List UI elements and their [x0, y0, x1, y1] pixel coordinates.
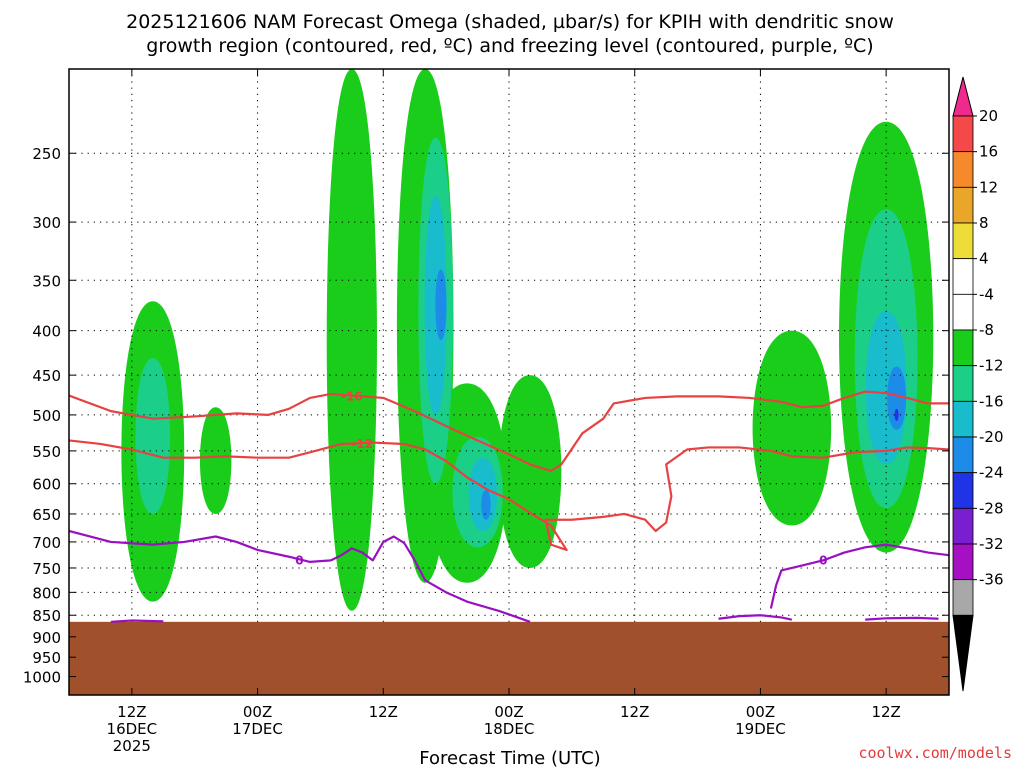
y-tick-label-950: 950: [32, 649, 61, 667]
omega-region-17: [887, 366, 907, 430]
terrain-layer: [69, 621, 949, 695]
dendritic-contour-1: [69, 439, 949, 552]
freezing-level-contour-1-label: 0: [819, 553, 827, 567]
freezing-level-contour-0: [69, 529, 531, 623]
y-tick-label-700: 700: [32, 534, 61, 552]
y-tick-label-900: 900: [32, 629, 61, 647]
y-tick-label-450: 450: [32, 367, 61, 385]
colorbar: 20 16 12 8 4 -4 -8 -12 -16 -20 -24 -28 -32 -36: [952, 76, 1004, 692]
credit-text: coolwx.com/models: [858, 744, 1012, 762]
omega-region-1: [199, 407, 232, 514]
colorbar-segment-12: [952, 507, 974, 545]
freezing-level-contour-3: [718, 614, 793, 621]
omega-region-6: [752, 330, 832, 526]
colorbar-label-8: -16: [979, 392, 1004, 410]
grid-lines: [69, 69, 949, 695]
x-tick-label-24-0: 00Z: [243, 703, 272, 721]
colorbar-label-10: -24: [979, 464, 1004, 482]
freezing-level-contour-0-label: 0: [295, 553, 303, 567]
colorbar-segment-9: [952, 400, 974, 438]
freezing-level-contour-2: [110, 619, 164, 623]
x-tick-label-60-0: 12Z: [620, 703, 649, 721]
x-tick-label-12-0: 12Z: [117, 703, 146, 721]
colorbar-segment-11: [952, 472, 974, 509]
colorbar-segment-4: [952, 222, 974, 260]
y-axis: 250 300 350 400 450 500 550 600 650 700 750 800 850 9…: [23, 145, 949, 687]
x-tick-label-72-1: 19DEC: [735, 720, 786, 738]
colorbar-segment-5: [952, 258, 974, 295]
y-tick-label-750: 750: [32, 560, 61, 578]
omega-region-8: [135, 357, 171, 514]
dendritic-contour-0-label: -16: [341, 389, 363, 403]
x-tick-label-24-1: 17DEC: [232, 720, 283, 738]
colorbar-segment-6: [952, 293, 974, 331]
freezing-level-contour-1: [769, 543, 949, 609]
colorbar-label-3: 8: [979, 214, 989, 232]
y-tick-label-600: 600: [32, 476, 61, 494]
y-tick-label-350: 350: [32, 272, 61, 290]
y-tick-label-300: 300: [32, 214, 61, 232]
x-tick-label-72-0: 00Z: [746, 703, 775, 721]
colorbar-label-9: -20: [979, 428, 1004, 446]
y-tick-label-650: 650: [32, 506, 61, 524]
dendritic-contour-1-label: -12: [351, 437, 373, 451]
colorbar-label-6: -8: [979, 321, 994, 339]
x-tick-label-48-0: 00Z: [494, 703, 523, 721]
freezing-level-contour-4: [865, 616, 939, 621]
colorbar-segment-13: [952, 543, 974, 581]
colorbar-label-12: -32: [979, 535, 1004, 553]
colorbar-label-7: -12: [979, 357, 1004, 375]
y-tick-label-850: 850: [32, 607, 61, 625]
colorbar-label-13: -36: [979, 571, 1004, 589]
colorbar-label-4: 4: [979, 250, 989, 268]
terrain-fill: [69, 621, 949, 695]
x-tick-label-12-2: 2025: [113, 737, 151, 755]
omega-region-2: [326, 69, 377, 611]
y-tick-label-500: 500: [32, 407, 61, 425]
y-tick-label-400: 400: [32, 323, 61, 341]
dendritic-contour-0: [69, 390, 949, 473]
colorbar-top-arrow: [952, 76, 974, 117]
omega-shading-layer: [121, 69, 934, 611]
colorbar-segment-7: [952, 329, 974, 367]
x-tick-label-84-0: 12Z: [871, 703, 900, 721]
colorbar-segment-8: [952, 365, 974, 402]
colorbar-segment-2: [952, 151, 974, 188]
omega-region-16: [481, 489, 491, 520]
colorbar-label-11: -28: [979, 499, 1004, 517]
chart-title-line-2: growth region (contoured, red, ºC) and f…: [146, 35, 873, 57]
omega-region-15: [435, 269, 447, 340]
colorbar-bottom-arrow: [952, 614, 974, 692]
chart-title-line-1: 2025121606 NAM Forecast Omega (shaded, µ…: [126, 11, 894, 33]
y-tick-label-550: 550: [32, 443, 61, 461]
colorbar-label-0: 20: [979, 107, 998, 125]
omega-region-18: [894, 408, 899, 421]
x-tick-label-12-1: 16DEC: [107, 720, 158, 738]
y-tick-label-1000: 1000: [23, 669, 61, 687]
colorbar-segment-10: [952, 436, 974, 474]
x-tick-label-48-1: 18DEC: [484, 720, 535, 738]
y-tick-label-250: 250: [32, 145, 61, 163]
y-tick-label-800: 800: [32, 584, 61, 602]
colorbar-segment-3: [952, 186, 974, 224]
colorbar-segment-14: [952, 579, 974, 616]
x-tick-label-36-0: 12Z: [369, 703, 398, 721]
colorbar-label-5: -4: [979, 285, 994, 303]
colorbar-label-2: 12: [979, 178, 998, 196]
contour-layer: -16 -12 0 0: [69, 389, 949, 623]
colorbar-label-1: 16: [979, 143, 998, 161]
colorbar-segment-1: [952, 115, 974, 153]
x-axis-label: Forecast Time (UTC): [419, 748, 600, 768]
